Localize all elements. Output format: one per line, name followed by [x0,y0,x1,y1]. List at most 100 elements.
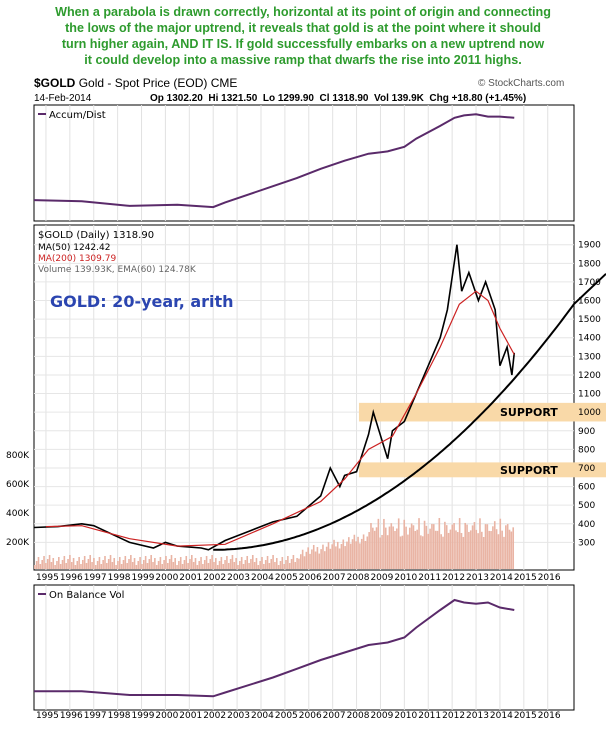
volume-bar [283,564,285,569]
volume-bar [303,556,306,569]
y-tick-label: 1800 [578,259,601,269]
headline-line: it could develop into a massive ramp tha… [84,53,522,67]
volume-bar [107,559,110,569]
volume-bar [196,565,199,569]
x-tick-label: 1999 [132,711,155,721]
volume-bar [251,555,254,569]
volume-bar [229,559,232,569]
volume-bar [469,530,472,569]
volume-bar [492,526,494,569]
volume-bar [412,525,415,569]
volume-bar [257,565,260,569]
obv-panel [33,584,575,711]
volume-bar [484,524,487,569]
volume-bar [311,549,313,569]
volume-bar [355,541,358,569]
y-tick-label: 600 [578,483,595,493]
y-tick-label: 300 [578,538,595,548]
volume-bar [327,542,330,569]
volume-bar [296,558,298,569]
volume-bar [259,561,261,569]
volume-tick-label: 200K [6,538,30,548]
volume-bar [111,562,114,569]
x-tick-label: 2013 [466,711,489,721]
y-tick-label: 900 [578,427,595,437]
volume-bar [299,554,302,569]
volume-bar [279,561,282,569]
volume-bar [336,541,339,569]
volume-bar [109,555,112,569]
volume-bar [340,544,343,569]
volume-bar [56,561,58,569]
volume-tick-label: 800K [6,451,30,461]
volume-bar [425,525,428,569]
volume-bar [128,559,130,569]
volume-bar [477,533,479,569]
volume-bar [118,557,121,569]
headline: When a parabola is drawn correctly, hori… [0,4,606,68]
x-tick-label: 1999 [132,573,155,583]
volume-bar [87,559,90,569]
volume-bar [154,558,156,569]
x-tick-label: 2003 [227,711,250,721]
volume-bar [444,521,446,569]
legend-gold: $GOLD (Daily) 1318.90 [38,230,154,241]
x-tick-label: 2003 [227,573,250,583]
volume-bar [501,530,503,569]
volume-bar [174,558,176,569]
volume-bar [216,565,219,569]
volume-bar [397,518,400,569]
volume-bar [506,524,509,569]
volume-bar [261,557,263,569]
ma200-line [45,290,515,547]
x-tick-label: 1996 [60,573,83,583]
x-tick-label: 2007 [323,573,346,583]
volume-bar [438,518,441,569]
price-series [33,113,606,698]
volume-bar [410,523,413,569]
volume-bar [220,557,223,569]
volume-bar [253,562,256,569]
volume-bar [390,523,393,569]
x-tick-label: 1995 [36,573,59,583]
volume-bar [41,560,43,569]
x-tick-label: 1998 [108,711,131,721]
y-tick-label: 1500 [578,315,601,325]
y-tick-label: 400 [578,520,595,530]
volume-bar [115,565,117,569]
accum-dist-line [33,113,515,209]
volume-bar [244,560,247,569]
volume-bar [178,561,180,569]
volume-bar [274,562,276,569]
x-tick-label: 2000 [155,711,178,721]
volume-bar [179,557,182,569]
volume-bar [146,563,149,569]
volume-bar [148,559,151,569]
volume-bar [287,556,289,569]
volume-bar [342,539,345,569]
y-tick-label: 800 [578,445,595,455]
volume-bar [464,522,466,569]
volume-bar [462,536,465,569]
volume-bar [58,557,60,569]
volume-bar [320,549,322,569]
price-panel [33,224,575,571]
volume-bar [157,561,160,569]
volume-bar [198,561,200,569]
x-tick-label: 2008 [347,711,370,721]
volume-bar [83,556,86,569]
exchange: CME [210,76,238,90]
volume-bar [386,535,389,569]
volume-bar [48,555,51,569]
volume-bar [322,544,324,569]
volume-bar [78,557,80,569]
y-tick-label: 1700 [578,278,601,288]
ohlc-line: Op 1302.20 Hi 1321.50 Lo 1299.90 Cl 1318… [150,93,527,104]
volume-bar [453,523,455,569]
volume-bar [486,524,489,569]
volume-bar [421,536,424,569]
volume-bar [224,560,226,569]
volume-bar [473,522,476,569]
volume-bar [346,541,348,569]
volume-bar [106,563,108,569]
